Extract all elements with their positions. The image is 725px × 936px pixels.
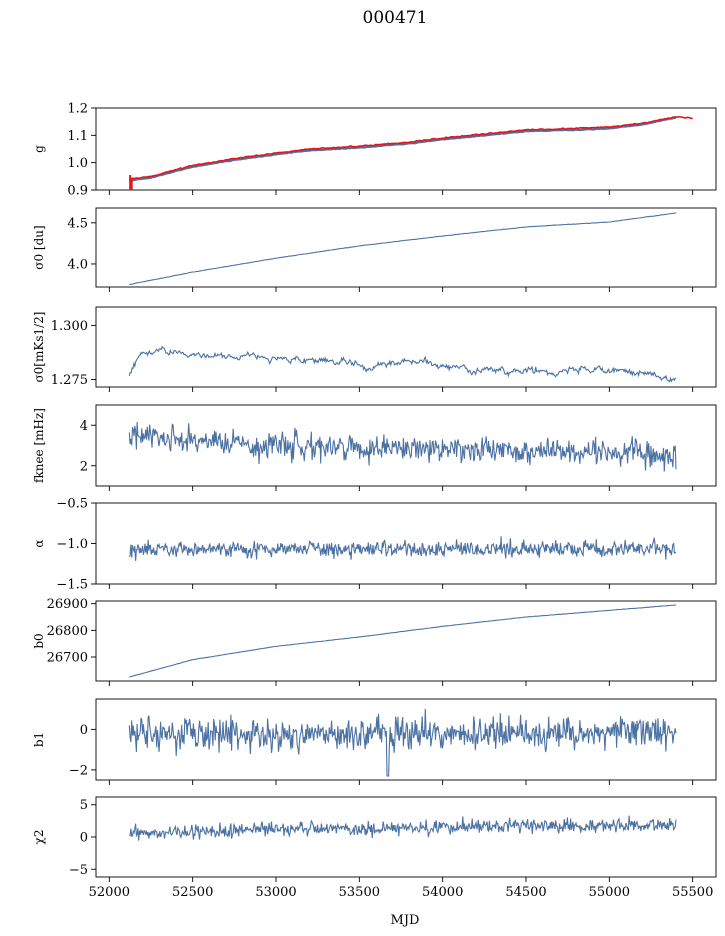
y-tick-label: −2: [69, 763, 88, 778]
y-tick-label: 4.5: [67, 216, 88, 231]
y-tick-label: −1.5: [56, 578, 88, 593]
y-tick-label: 26900: [47, 597, 88, 612]
figure-title: 000471: [363, 8, 428, 28]
y-axis-label: fknee [mHz]: [32, 408, 46, 483]
subplot-2: 4.0 4.5 σ0 [du]: [32, 207, 717, 292]
y-axis-label: g: [32, 145, 46, 153]
series-line: [128, 422, 677, 472]
series-line: [129, 212, 677, 286]
subplot-frame: [95, 306, 717, 388]
subplot-6: 26700 26800 26900 b0: [32, 597, 717, 686]
subplot-frame: [95, 107, 717, 191]
x-tick-label: 54000: [422, 885, 463, 900]
subplot-5: −1.5 −1.0 −0.5 α: [32, 497, 717, 593]
series-line: [129, 604, 677, 678]
x-tick-label: 52500: [172, 885, 213, 900]
x-tick-label: 53500: [339, 885, 380, 900]
y-axis-label: b0: [32, 633, 46, 648]
subplot-frame: [95, 796, 717, 878]
y-tick-label: 0: [80, 831, 88, 846]
x-tick-label: 52000: [89, 885, 130, 900]
subplot-8: 52000 52500 53000 53500 54000 54500 55000 55500…: [32, 796, 717, 900]
y-tick-label: 1.300: [51, 319, 88, 334]
subplot-frame: [95, 207, 717, 288]
y-tick-label: 1.2: [67, 102, 88, 117]
y-tick-label: 0.9: [67, 184, 88, 199]
y-tick-label: 1.0: [67, 156, 88, 171]
series-line: [128, 345, 677, 383]
y-tick-label: 2: [80, 459, 88, 474]
x-tick-label: 55500: [672, 885, 713, 900]
y-tick-label: 4: [80, 419, 88, 434]
panels: 0.9 1.0 1.1 1.2 g 4.0 4.5 σ0 [du] 1.275 1.300 σ0[m…: [32, 102, 717, 900]
subplot-4: 2 4 fknee [mHz]: [32, 404, 717, 491]
x-axis-label: MJD: [391, 913, 420, 928]
y-axis-label: σ0 [du]: [32, 225, 46, 269]
y-tick-label: 5: [80, 798, 88, 813]
y-tick-label: 0: [80, 723, 88, 738]
overlay-spike: [129, 174, 133, 190]
y-tick-label: −1.0: [56, 537, 88, 552]
series-line: [128, 708, 677, 777]
subplot-7: −2 0 b1: [32, 698, 717, 785]
y-tick-label: −5: [69, 863, 88, 878]
subplot-frame: [95, 404, 717, 487]
y-axis-label: b1: [32, 732, 46, 747]
subplot-frame: [95, 502, 717, 585]
subplot-frame: [95, 600, 717, 682]
y-tick-label: 1.275: [51, 373, 88, 388]
x-tick-label: 55000: [589, 885, 630, 900]
x-tick-label: 54500: [505, 885, 546, 900]
y-tick-label: 1.1: [67, 129, 88, 144]
y-tick-label: −0.5: [56, 497, 88, 512]
y-tick-label: 26700: [47, 651, 88, 666]
subplot-1: 0.9 1.0 1.1 1.2 g: [32, 102, 717, 199]
y-axis-label: α: [32, 539, 46, 547]
x-tick-label: 53000: [255, 885, 296, 900]
series-line: [128, 536, 677, 561]
y-tick-label: 4.0: [67, 257, 88, 272]
series-line: [129, 116, 677, 182]
subplot-frame: [95, 698, 717, 781]
series-line: [129, 815, 677, 841]
y-axis-label: σ0[mKs1/2]: [32, 311, 46, 382]
y-tick-label: 26800: [47, 624, 88, 639]
subplot-3: 1.275 1.300 σ0[mKs1/2]: [32, 306, 717, 392]
overlay-line: [129, 115, 693, 181]
y-axis-label: χ2: [32, 830, 46, 845]
